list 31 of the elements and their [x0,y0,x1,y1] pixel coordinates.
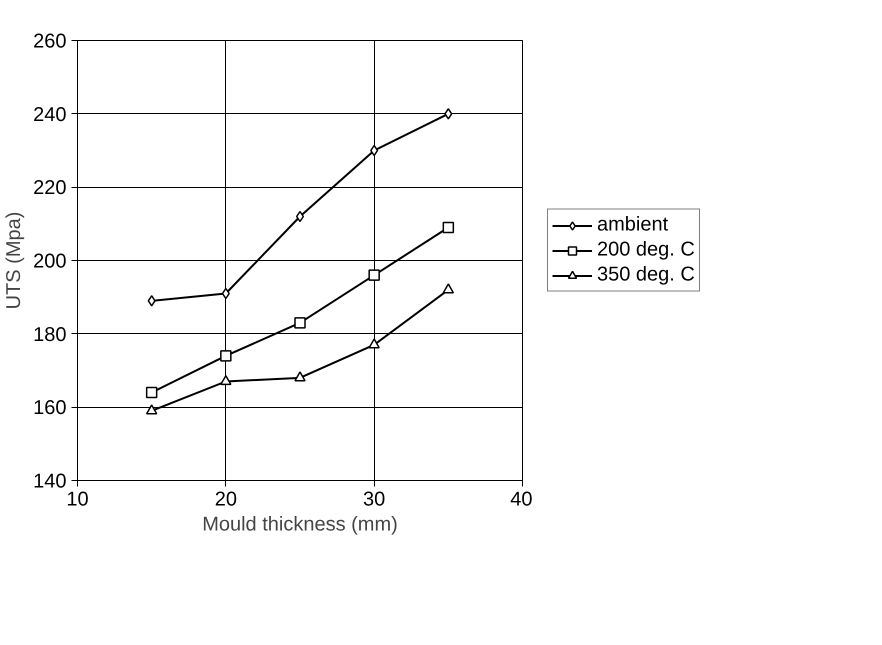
point [222,288,230,300]
point [444,108,452,120]
legend-label: 350 deg. C [597,264,695,286]
y-tick-label: 240 [33,104,67,126]
x-axis-title: Mould thickness (mm) [202,514,398,536]
x-tick-label: 10 [66,488,89,510]
point [442,283,454,294]
y-tick-label: 260 [33,30,67,52]
point [148,295,156,307]
y-tick-label: 180 [33,324,67,346]
y-tick-label: 200 [33,250,67,272]
point [294,371,306,382]
legend-label: 200 deg. C [597,238,695,262]
point [296,210,304,222]
point [220,350,232,362]
point [294,317,306,329]
y-tick-label: 160 [33,397,67,420]
point [368,269,380,281]
x-tick-label: 20 [214,488,237,510]
legend-label: ambient [597,214,668,236]
x-tick-label: 30 [363,488,386,510]
point [220,374,232,386]
y-tick-label: 220 [33,177,67,200]
point [146,386,158,398]
y-tick-label: 140 [33,470,67,492]
point [146,404,158,414]
y-axis-title: UTS (Mpa) [3,212,26,310]
x-tick-label: 40 [510,488,533,510]
point [368,338,380,348]
point [442,222,454,234]
point [370,144,378,156]
